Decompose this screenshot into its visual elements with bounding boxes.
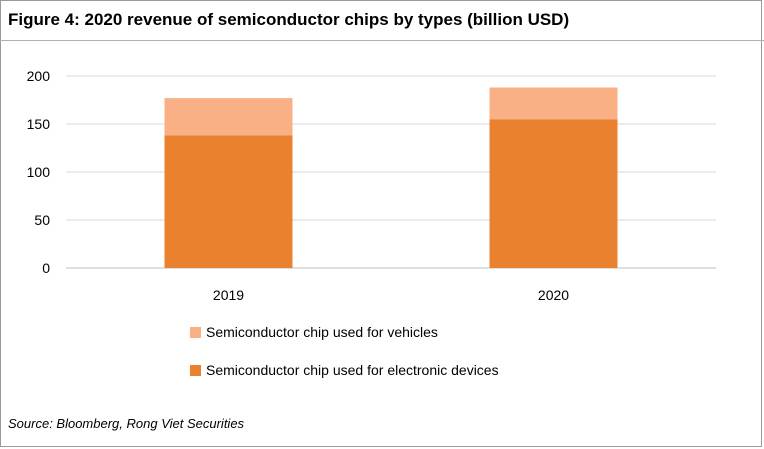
y-tick-label-200: 200 <box>27 68 51 84</box>
y-tick-label-150: 150 <box>27 116 51 132</box>
legend-swatch-vehicles <box>190 326 201 338</box>
legend: Semiconductor chip used for vehicles Sem… <box>190 321 499 397</box>
legend-item-vehicles: Semiconductor chip used for vehicles <box>190 321 499 343</box>
title-divider <box>0 40 764 41</box>
chart-title: Figure 4: 2020 revenue of semiconductor … <box>8 10 570 29</box>
bar-2019-electronics <box>164 135 293 268</box>
x-tick-label-2019: 2019 <box>213 287 244 303</box>
y-tick-label-100: 100 <box>27 164 51 180</box>
legend-label-electronics: Semiconductor chip used for electronic d… <box>206 362 499 378</box>
y-tick-label-0: 0 <box>42 260 50 276</box>
x-tick-label-2020: 2020 <box>538 287 569 303</box>
legend-swatch-electronics <box>190 364 201 376</box>
legend-label-vehicles: Semiconductor chip used for vehicles <box>206 324 438 340</box>
legend-item-electronics: Semiconductor chip used for electronic d… <box>190 359 499 381</box>
bar-2019-vehicles <box>164 98 293 136</box>
bar-2020-electronics <box>489 119 618 268</box>
bar-2020-vehicles <box>489 87 618 120</box>
source-note: Source: Bloomberg, Rong Viet Securities <box>8 416 245 431</box>
y-tick-label-50: 50 <box>34 212 50 228</box>
